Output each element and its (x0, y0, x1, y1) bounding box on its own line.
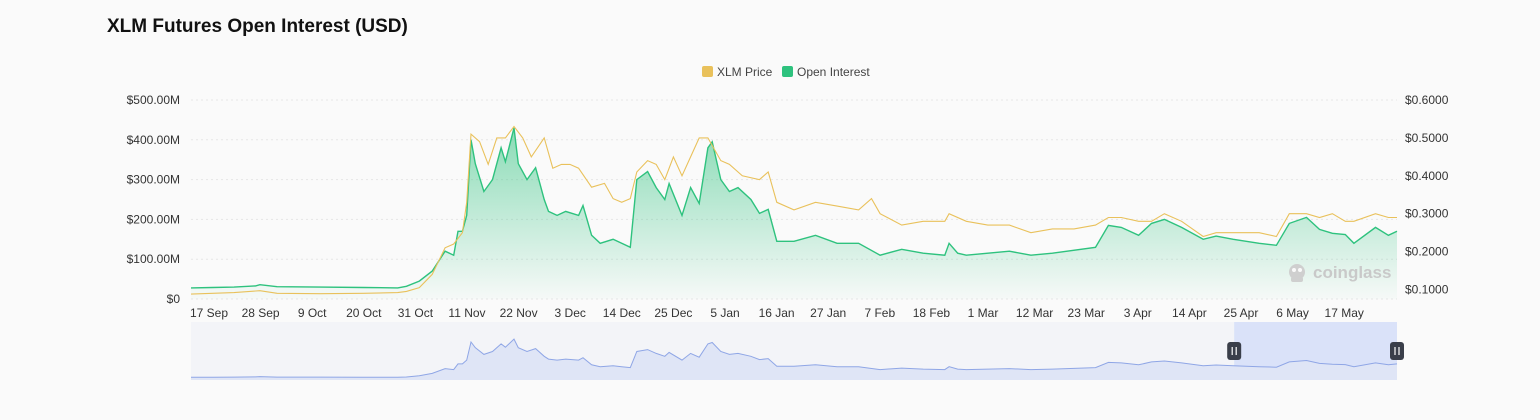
y-left-tick-label: $500.00M (127, 93, 180, 107)
x-tick-label: 23 Mar (1068, 306, 1105, 320)
open-interest-area (191, 127, 1397, 300)
x-tick-label: 25 Apr (1224, 306, 1259, 320)
x-tick-label: 31 Oct (398, 306, 434, 320)
x-tick-label: 5 Jan (710, 306, 739, 320)
legend[interactable]: XLM Price Open Interest (702, 65, 870, 79)
y-left-tick-label: $200.00M (127, 212, 180, 226)
range-navigator[interactable] (190, 322, 1404, 380)
x-tick-label: 6 May (1276, 306, 1309, 320)
watermark-text: coinglass (1313, 263, 1391, 282)
coinglass-watermark: coinglass (1289, 263, 1391, 282)
y-right-tick-label: $0.6000 (1405, 93, 1449, 107)
x-tick-label: 27 Jan (810, 306, 846, 320)
x-tick-label: 3 Apr (1124, 306, 1152, 320)
coinglass-logo-icon (1289, 264, 1305, 282)
y-right-tick-label: $0.5000 (1405, 131, 1449, 145)
x-tick-label: 25 Dec (654, 306, 692, 320)
y-left-tick-label: $0 (167, 292, 181, 306)
y-axis-left: $0 $100.00M $200.00M $300.00M $400.00M $500.0… (127, 93, 181, 306)
handle-grip-icon (1390, 342, 1404, 360)
x-tick-label: 28 Sep (242, 306, 280, 320)
x-tick-label: 7 Feb (864, 306, 895, 320)
navigator-handle-right[interactable] (1390, 342, 1404, 360)
x-axis: 17 Sep 28 Sep 9 Oct 20 Oct 31 Oct 11 Nov 22 No… (190, 306, 1364, 320)
legend-item-price[interactable]: XLM Price (702, 65, 773, 79)
x-tick-label: 1 Mar (968, 306, 999, 320)
legend-swatch-open-interest (782, 66, 793, 77)
y-left-tick-label: $100.00M (127, 252, 180, 266)
x-tick-label: 3 Dec (555, 306, 586, 320)
y-left-tick-label: $300.00M (127, 173, 180, 187)
x-tick-label: 12 Mar (1016, 306, 1053, 320)
navigator-handle-left[interactable] (1227, 342, 1242, 360)
x-tick-label: 17 Sep (190, 306, 228, 320)
xlm-price-series-line (190, 125, 1397, 295)
handle-grip-icon (1227, 342, 1242, 360)
x-tick-label: 18 Feb (913, 306, 951, 320)
x-tick-label: 14 Dec (603, 306, 641, 320)
y-right-tick-label: $0.2000 (1405, 245, 1449, 259)
y-right-tick-label: $0.4000 (1405, 169, 1449, 183)
x-tick-label: 11 Nov (448, 306, 485, 320)
legend-label-open-interest: Open Interest (797, 65, 870, 79)
x-tick-label: 17 May (1325, 306, 1364, 320)
y-axis-right: $0.1000 $0.2000 $0.3000 $0.4000 $0.5000 $0.60… (1405, 93, 1449, 297)
y-right-tick-label: $0.3000 (1405, 207, 1449, 221)
x-tick-label: 20 Oct (346, 306, 382, 320)
navigator-area (191, 339, 1397, 380)
x-tick-label: 9 Oct (298, 306, 327, 320)
legend-swatch-price (702, 66, 713, 77)
x-tick-label: 16 Jan (759, 306, 795, 320)
page-title: XLM Futures Open Interest (USD) (107, 16, 408, 37)
y-right-tick-label: $0.1000 (1405, 283, 1449, 297)
y-left-tick-label: $400.00M (127, 133, 180, 147)
navigator-line (190, 338, 1398, 378)
open-interest-series-line (190, 127, 1398, 289)
x-tick-label: 22 Nov (500, 306, 538, 320)
x-tick-label: 14 Apr (1172, 306, 1207, 320)
legend-item-open-interest[interactable]: Open Interest (782, 65, 870, 79)
legend-label-price: XLM Price (717, 65, 773, 79)
